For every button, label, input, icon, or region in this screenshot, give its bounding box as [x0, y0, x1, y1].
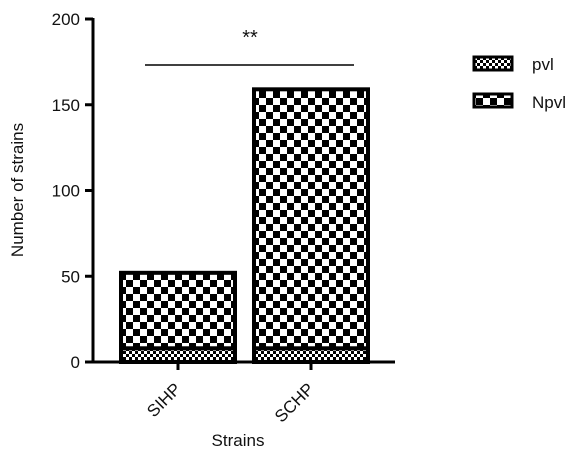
legend-label-npvl: Npvl: [532, 93, 566, 112]
y-tick-label: 50: [61, 267, 80, 286]
legend-swatch-npvl: [472, 92, 514, 109]
bars: [119, 87, 370, 364]
significance-marker: **: [242, 27, 258, 49]
bar-npvl-sihp: [119, 270, 237, 351]
annotations: **: [145, 27, 354, 66]
bar-pvl-schp: [252, 346, 370, 364]
y-tick-label: 150: [52, 96, 80, 115]
x-tick-label: SIHP: [143, 379, 184, 420]
x-tick-label: SCHP: [271, 379, 318, 426]
y-tick-label: 100: [52, 182, 80, 201]
x-axis-title: Strains: [212, 431, 265, 450]
legend: pvl Npvl: [472, 55, 566, 112]
bar-pvl-sihp: [119, 346, 237, 364]
bar-npvl-schp: [252, 87, 370, 351]
y-axis-title: Number of strains: [8, 123, 27, 257]
legend-swatch-pvl: [472, 55, 514, 72]
y-tick-label: 200: [52, 10, 80, 29]
legend-label-pvl: pvl: [532, 55, 554, 74]
y-tick-label: 0: [71, 353, 80, 372]
